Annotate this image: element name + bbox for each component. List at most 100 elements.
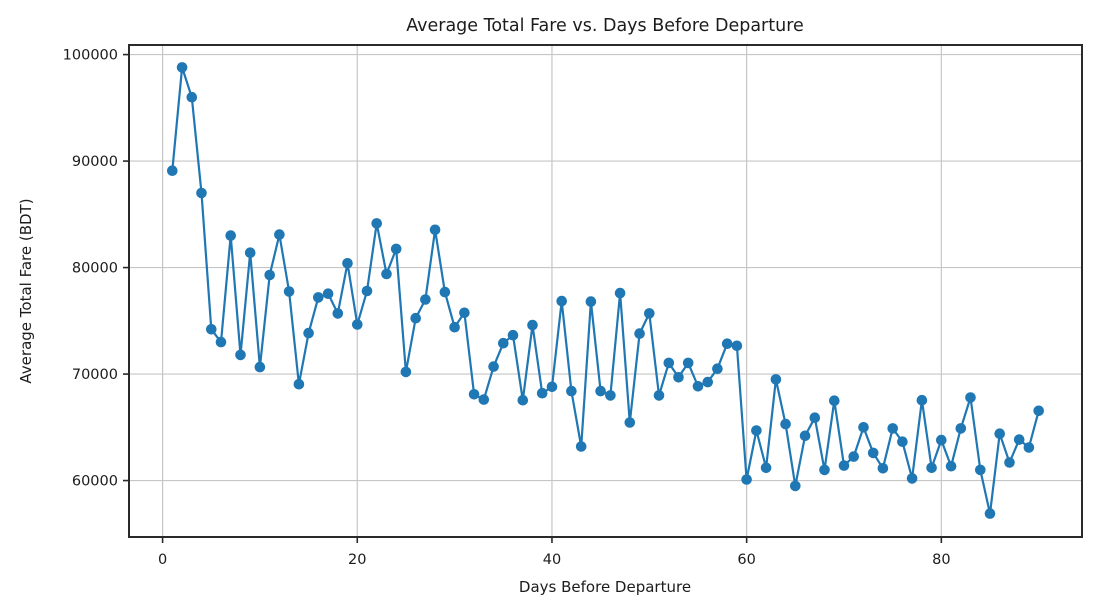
data-point [167, 165, 178, 176]
data-point [994, 428, 1005, 440]
data-point [692, 381, 704, 392]
data-point [332, 308, 344, 319]
x-tick-label: 40 [543, 552, 561, 568]
data-point [936, 434, 947, 446]
data-point [897, 436, 908, 448]
data-point [235, 349, 246, 361]
data-point [546, 381, 558, 393]
data-point [488, 361, 499, 372]
data-point [293, 378, 305, 390]
data-point [644, 308, 655, 319]
data-point [390, 243, 402, 255]
data-point [215, 336, 227, 348]
x-tick-label: 0 [158, 552, 167, 568]
data-point [381, 268, 392, 280]
data-point [682, 357, 694, 369]
data-point [838, 460, 850, 471]
data-point [887, 423, 898, 434]
data-point [877, 463, 889, 474]
data-point [848, 451, 859, 462]
data-point [244, 247, 256, 258]
data-point [790, 480, 801, 492]
data-point [254, 361, 266, 373]
data-point [605, 390, 616, 401]
y-tick-label: 70000 [72, 367, 118, 383]
data-point [1004, 457, 1015, 468]
x-axis-label: Days Before Departure [519, 578, 691, 596]
data-point [439, 286, 451, 298]
data-point [624, 417, 636, 428]
x-tick-label: 80 [932, 552, 950, 568]
data-point [507, 329, 519, 341]
y-tick-label: 100000 [63, 48, 118, 64]
x-tick-labels: 0 20 40 60 80 [158, 552, 951, 568]
data-point [449, 321, 460, 333]
data-point [585, 296, 597, 307]
data-point [673, 372, 684, 383]
data-point [780, 418, 791, 430]
data-point [527, 319, 538, 331]
data-point [361, 285, 373, 297]
y-axis-label: Average Total Fare (BDT) [17, 198, 35, 383]
data-point [459, 307, 470, 319]
data-point [283, 286, 295, 297]
data-point [566, 385, 577, 397]
y-tick-labels: 60000 70000 80000 90000 100000 [63, 48, 118, 490]
y-tick-label: 80000 [72, 261, 118, 277]
data-point [468, 389, 480, 400]
data-point [614, 287, 626, 299]
data-point [536, 387, 548, 399]
data-point [731, 340, 743, 352]
plot-border [128, 44, 1083, 538]
data-point [809, 412, 821, 424]
data-point [858, 422, 869, 433]
data-point [955, 423, 967, 434]
data-point [721, 338, 733, 350]
data-point [400, 366, 412, 378]
data-point [303, 327, 314, 339]
data-point [225, 230, 236, 241]
data-point [274, 229, 285, 240]
data-point [1013, 434, 1025, 445]
y-tick-label: 90000 [72, 154, 118, 170]
data-point [819, 464, 830, 476]
data-point [371, 218, 383, 229]
data-point [770, 374, 782, 385]
data-point [975, 464, 986, 476]
data-point [712, 363, 723, 375]
data-point [702, 376, 713, 388]
data-point [741, 474, 752, 485]
data-point [206, 324, 217, 335]
data-point [965, 392, 976, 403]
data-point [906, 473, 918, 484]
data-point [556, 295, 567, 307]
data-point [760, 462, 772, 474]
data-point [186, 91, 198, 103]
data-point [322, 288, 334, 300]
grid-layer [129, 45, 1082, 537]
data-point [196, 187, 207, 199]
data-point [264, 269, 276, 281]
data-point [410, 312, 422, 324]
data-point [176, 62, 188, 73]
x-tick-label: 20 [348, 552, 366, 568]
data-point [867, 447, 879, 459]
data-point-markers [167, 62, 1044, 519]
data-point [429, 224, 441, 236]
data-point [634, 328, 645, 339]
data-point [945, 460, 957, 472]
data-point [926, 462, 937, 474]
data-point [984, 508, 996, 519]
data-point [517, 394, 529, 406]
data-point [916, 394, 928, 406]
data-point [498, 337, 509, 349]
data-point [663, 357, 675, 369]
data-point [751, 425, 762, 436]
data-point [1033, 405, 1044, 417]
data-point [352, 319, 363, 330]
data-point [478, 394, 490, 405]
x-tick-label: 60 [737, 552, 755, 568]
